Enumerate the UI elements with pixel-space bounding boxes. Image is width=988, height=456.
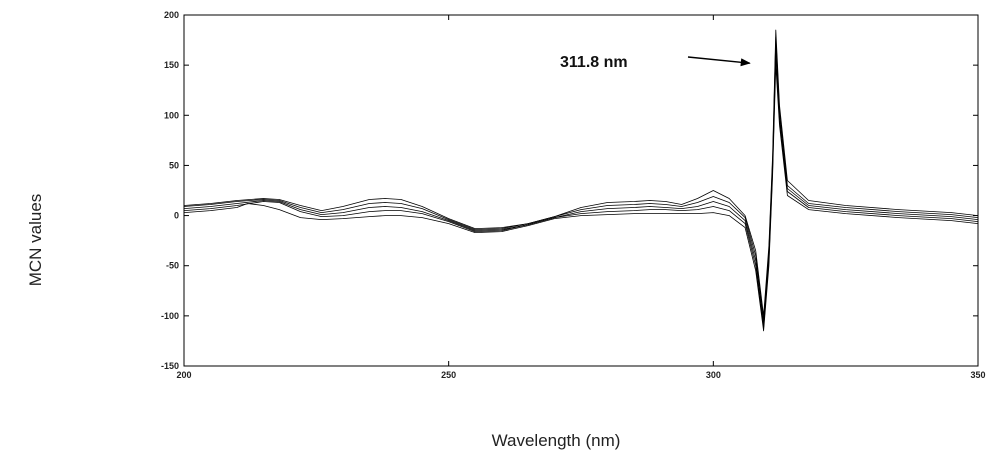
y-tick-label: 150 <box>164 60 179 70</box>
series-line-3 <box>183 44 979 325</box>
annotations: 311.8 nm <box>560 54 751 71</box>
peak-annotation-label: 311.8 nm <box>560 54 628 71</box>
peak-annotation-arrow <box>687 56 751 67</box>
y-tick-label: 100 <box>164 110 179 120</box>
y-axis-title: MCN values <box>26 194 45 287</box>
x-tick-label: 200 <box>176 370 191 380</box>
y-tick-label: 0 <box>174 211 179 221</box>
series-group <box>183 29 979 332</box>
y-tick-label: -50 <box>166 261 179 271</box>
x-tick-label: 250 <box>441 370 456 380</box>
plot-frame <box>183 14 979 367</box>
y-tick-label: -100 <box>161 311 179 321</box>
series-line-4 <box>183 54 979 329</box>
y-tick-label: 50 <box>169 160 179 170</box>
series-line-1 <box>183 29 979 317</box>
series-line-5 <box>183 64 979 332</box>
series-line-2 <box>183 36 979 321</box>
x-tick-label: 300 <box>706 370 721 380</box>
x-tick-label: 350 <box>970 370 985 380</box>
y-tick-label: -150 <box>161 361 179 371</box>
axis-ticks: 200 250 300 350 -150 -100 -50 0 50 100 150 200 <box>161 10 986 380</box>
x-axis-title: Wavelength (nm) <box>492 431 621 450</box>
y-tick-label: 200 <box>164 10 179 20</box>
